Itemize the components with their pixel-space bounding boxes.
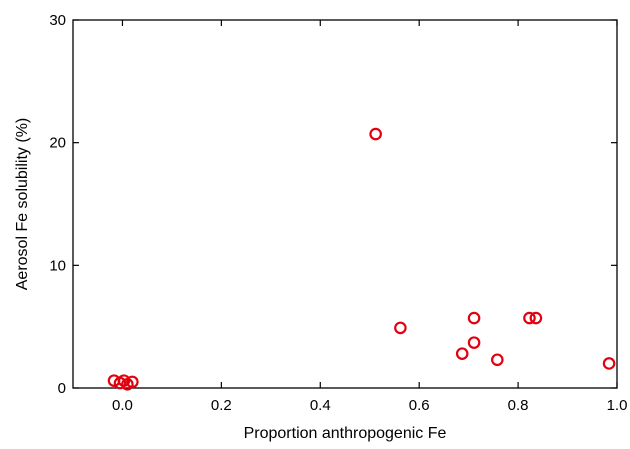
y-tick-label: 10: [49, 257, 66, 274]
data-point: [394, 321, 407, 335]
data-point: [491, 353, 504, 367]
data-point: [529, 311, 543, 325]
plot-frame: [72, 19, 618, 389]
data-point: [369, 127, 382, 141]
tick-labels: 0.0 0.2 0.4 0.6 0.8 1.0 0 10 20 30: [49, 12, 627, 414]
x-axis-label: Proportion anthropogenic Fe: [244, 425, 447, 442]
data-point: [467, 311, 481, 325]
data-point: [455, 347, 469, 360]
x-tick-label: 0.0: [112, 397, 133, 414]
data-point: [602, 357, 616, 370]
y-axis-label: Aerosol Fe solubility (%): [14, 118, 31, 291]
data-point: [523, 311, 536, 325]
y-tick-label: 30: [49, 12, 66, 29]
data-points: [107, 127, 616, 391]
x-tick-label: 0.4: [310, 397, 331, 414]
x-tick-label: 0.2: [211, 397, 232, 414]
y-tick-label: 20: [49, 135, 66, 152]
data-point: [467, 336, 481, 349]
y-tick-label: 0: [58, 380, 66, 397]
x-tick-label: 0.6: [409, 397, 430, 414]
x-tick-label: 1.0: [607, 397, 628, 414]
data-point: [126, 375, 139, 389]
data-point: [117, 374, 131, 387]
x-tick-label: 0.8: [508, 397, 529, 414]
axis-ticks: [73, 19, 618, 389]
